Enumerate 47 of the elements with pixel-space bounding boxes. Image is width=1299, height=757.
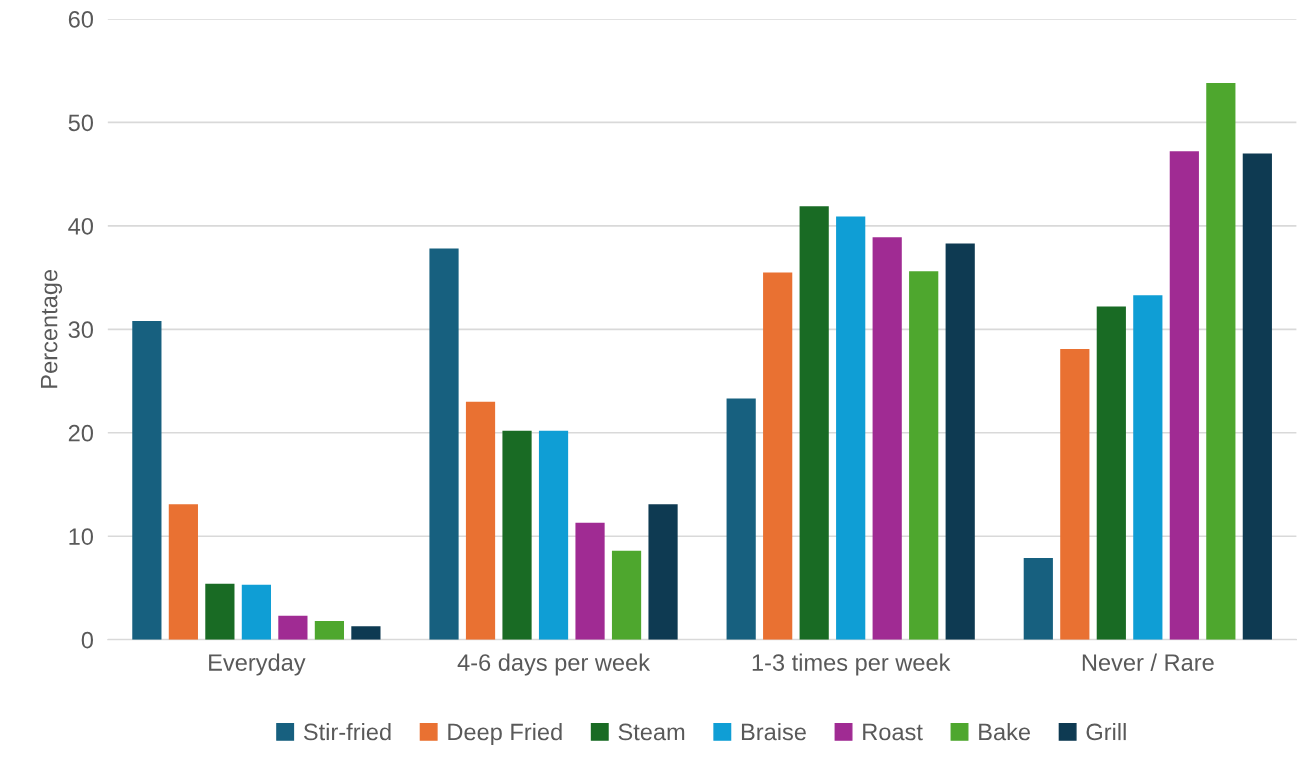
bar — [538, 430, 569, 640]
bar — [465, 401, 496, 640]
x-tick-label: Everyday — [209, 653, 306, 676]
legend-label: Deep Fried — [448, 722, 562, 745]
bar — [611, 550, 642, 640]
bar — [278, 615, 308, 640]
legend-label: Roast — [863, 723, 923, 741]
bar — [872, 237, 902, 640]
bar — [168, 504, 198, 640]
bar — [799, 206, 829, 640]
bar — [648, 504, 678, 640]
y-tick-label: 10 — [69, 528, 94, 545]
legend-label: Braise — [741, 722, 806, 741]
y-tick-label: 0 — [81, 631, 94, 649]
x-tick-label: 1-3 times per week — [752, 653, 951, 676]
bar — [763, 272, 793, 640]
y-tick-label: 60 — [68, 10, 94, 28]
bar — [909, 271, 939, 640]
bar — [429, 248, 459, 640]
bar — [1206, 83, 1236, 640]
bar — [241, 584, 271, 640]
bar — [314, 621, 345, 640]
bar — [1169, 151, 1199, 640]
legend-label: Steam — [618, 723, 685, 741]
bar — [945, 243, 975, 640]
bar — [205, 583, 235, 640]
legend-label: Stir-fried — [303, 722, 391, 741]
x-tick-label: Never / Rare — [1082, 653, 1214, 671]
bar — [1023, 557, 1053, 640]
bar — [726, 398, 756, 640]
bar — [502, 430, 532, 640]
bar — [351, 626, 381, 640]
legend-label: Grill — [1086, 722, 1126, 741]
bar — [836, 216, 866, 640]
bar — [575, 522, 605, 640]
y-tick-label: 40 — [68, 217, 94, 235]
y-tick-label: 50 — [68, 114, 94, 132]
bar — [132, 321, 162, 640]
bar — [1242, 153, 1272, 640]
bar — [1096, 306, 1126, 640]
x-tick-label: 4-6 days per week — [457, 653, 651, 676]
y-tick-label: 20 — [68, 424, 94, 442]
legend-label: Bake — [979, 722, 1030, 741]
bar — [1060, 348, 1090, 640]
y-axis-title: Percentage — [40, 269, 63, 388]
y-tick-label: 30 — [68, 321, 94, 339]
bar — [1133, 295, 1163, 640]
